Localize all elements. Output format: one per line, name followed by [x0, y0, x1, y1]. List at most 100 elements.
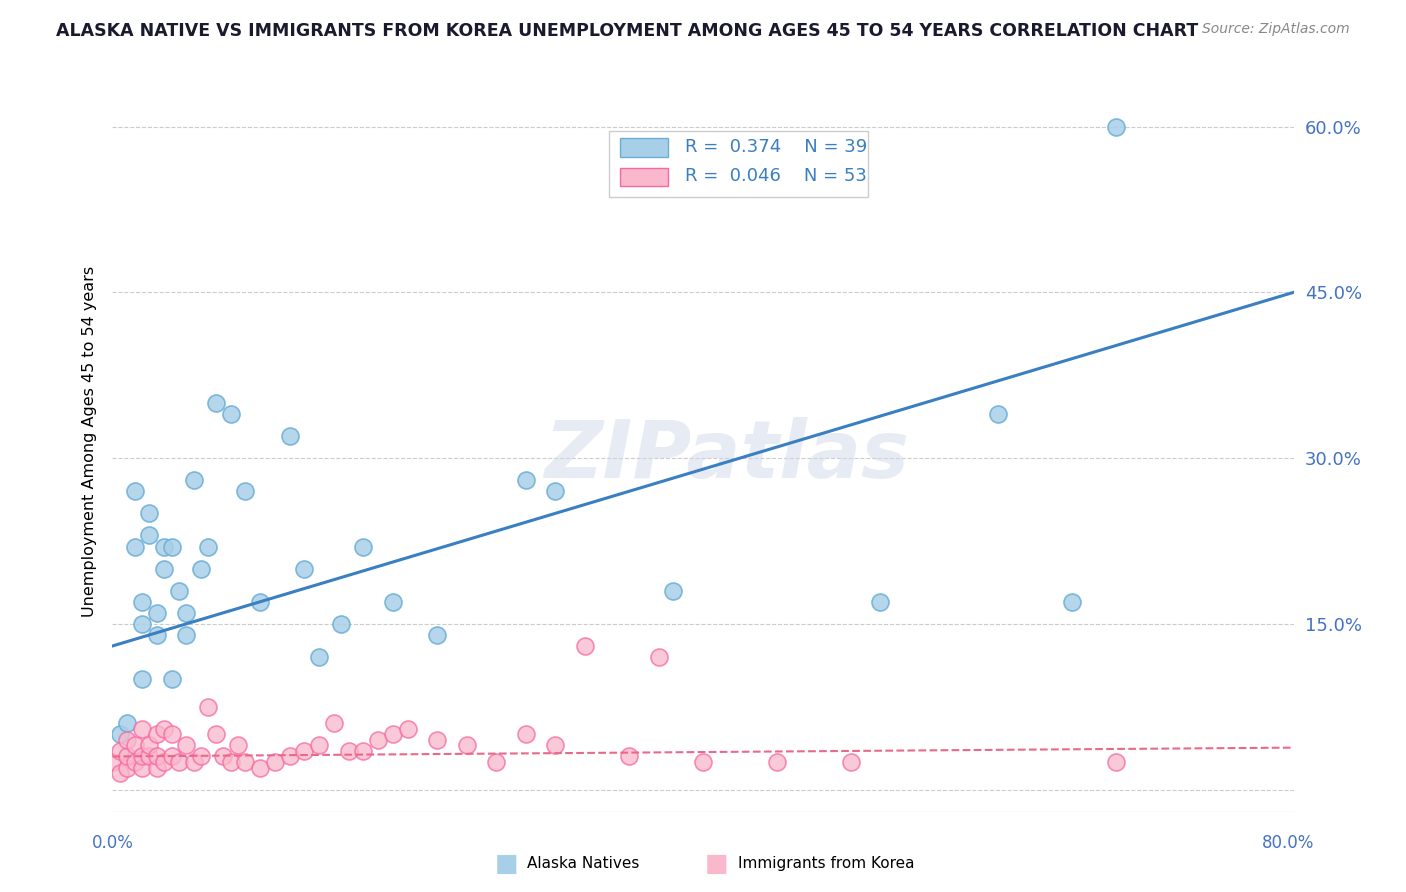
Point — [108, 766, 131, 780]
Point — [249, 760, 271, 774]
FancyBboxPatch shape — [620, 168, 668, 186]
Point — [426, 732, 449, 747]
Point — [146, 606, 169, 620]
Point — [183, 473, 205, 487]
Point — [987, 407, 1010, 421]
Point — [205, 396, 228, 410]
Point — [574, 639, 596, 653]
Point — [226, 739, 249, 753]
Point — [160, 540, 183, 554]
Point — [352, 744, 374, 758]
Point — [131, 616, 153, 631]
Point — [249, 595, 271, 609]
Point — [190, 561, 212, 575]
Text: R =  0.374    N = 39: R = 0.374 N = 39 — [685, 138, 868, 156]
Point — [544, 739, 567, 753]
Point — [131, 749, 153, 764]
Point — [117, 749, 138, 764]
Point — [308, 739, 330, 753]
Point — [264, 755, 287, 769]
Point — [766, 755, 789, 769]
Point — [124, 484, 146, 499]
Point — [292, 744, 315, 758]
Point — [426, 628, 449, 642]
Point — [647, 650, 671, 665]
Point — [233, 755, 256, 769]
Point — [367, 732, 389, 747]
Point — [183, 755, 205, 769]
Point — [330, 616, 353, 631]
Point — [153, 561, 176, 575]
Point — [117, 760, 138, 774]
Point — [212, 749, 235, 764]
Text: ALASKA NATIVE VS IMMIGRANTS FROM KOREA UNEMPLOYMENT AMONG AGES 45 TO 54 YEARS CO: ALASKA NATIVE VS IMMIGRANTS FROM KOREA U… — [56, 22, 1198, 40]
Point — [108, 727, 131, 741]
Point — [124, 739, 146, 753]
Point — [146, 760, 169, 774]
Point — [485, 755, 508, 769]
Point — [160, 749, 183, 764]
Point — [153, 755, 176, 769]
Point — [456, 739, 478, 753]
Point — [1062, 595, 1084, 609]
Point — [839, 755, 862, 769]
Point — [153, 540, 176, 554]
Point — [278, 429, 301, 443]
Point — [219, 407, 242, 421]
Text: ZIPatlas: ZIPatlas — [544, 417, 910, 495]
Point — [138, 739, 160, 753]
Point — [382, 727, 405, 741]
Point — [619, 749, 641, 764]
FancyBboxPatch shape — [609, 130, 869, 197]
Text: Source: ZipAtlas.com: Source: ZipAtlas.com — [1202, 22, 1350, 37]
Point — [197, 540, 219, 554]
Point — [292, 561, 315, 575]
Point — [396, 722, 419, 736]
Point — [337, 744, 360, 758]
Point — [1105, 755, 1128, 769]
Text: Immigrants from Korea: Immigrants from Korea — [738, 856, 915, 871]
Text: 0.0%: 0.0% — [91, 834, 134, 852]
Point — [515, 727, 537, 741]
Point — [352, 540, 374, 554]
Point — [146, 749, 169, 764]
Point — [138, 528, 160, 542]
Point — [662, 583, 685, 598]
Point — [174, 606, 197, 620]
Point — [278, 749, 301, 764]
Point — [160, 672, 183, 686]
Point — [869, 595, 891, 609]
Text: Alaska Natives: Alaska Natives — [527, 856, 640, 871]
Point — [233, 484, 256, 499]
Point — [197, 699, 219, 714]
Point — [101, 755, 124, 769]
Point — [108, 744, 131, 758]
Text: 80.0%: 80.0% — [1263, 834, 1315, 852]
Point — [174, 739, 197, 753]
Point — [138, 749, 160, 764]
Point — [205, 727, 228, 741]
Point — [153, 722, 176, 736]
Point — [692, 755, 714, 769]
Point — [323, 716, 346, 731]
Point — [131, 595, 153, 609]
Point — [117, 732, 138, 747]
Point — [124, 540, 146, 554]
Point — [167, 583, 190, 598]
Point — [174, 628, 197, 642]
Point — [131, 760, 153, 774]
Text: ■: ■ — [706, 852, 728, 875]
Point — [131, 672, 153, 686]
Point — [146, 727, 169, 741]
Point — [138, 507, 160, 521]
Point — [160, 727, 183, 741]
Point — [131, 722, 153, 736]
Point — [1105, 120, 1128, 134]
Point — [117, 716, 138, 731]
Point — [382, 595, 405, 609]
Point — [219, 755, 242, 769]
FancyBboxPatch shape — [620, 138, 668, 156]
Point — [146, 628, 169, 642]
Point — [190, 749, 212, 764]
Text: R =  0.046    N = 53: R = 0.046 N = 53 — [685, 168, 868, 186]
